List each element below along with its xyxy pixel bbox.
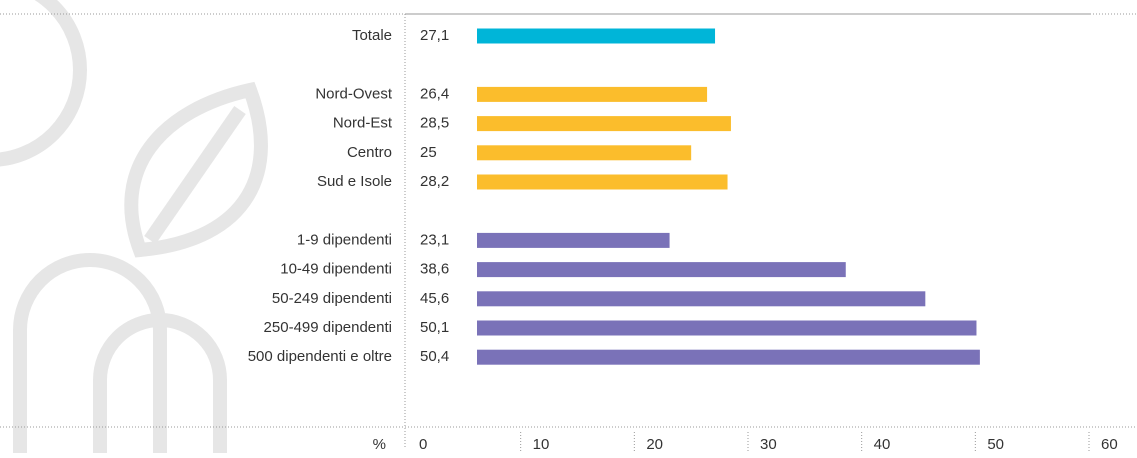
bar <box>477 350 980 365</box>
value-label: 27,1 <box>420 27 449 44</box>
x-tick-label: 50 <box>987 436 1004 453</box>
x-axis-label: % <box>373 436 386 453</box>
value-label: 23,1 <box>420 231 449 248</box>
category-label: 50-249 dipendenti <box>272 290 392 307</box>
bar <box>477 87 707 102</box>
x-tick-label: 60 <box>1101 436 1118 453</box>
category-label: Totale <box>352 27 392 44</box>
bar <box>477 233 670 248</box>
category-label: Nord-Est <box>333 115 393 132</box>
category-label: 500 dipendenti e oltre <box>248 348 392 365</box>
value-label: 50,1 <box>420 319 449 336</box>
value-label: 25 <box>420 144 437 161</box>
category-label: 250-499 dipendenti <box>264 319 392 336</box>
x-tick-label: 40 <box>874 436 891 453</box>
x-tick-label: 30 <box>760 436 777 453</box>
category-label: Centro <box>347 144 392 161</box>
category-label: Sud e Isole <box>317 173 392 190</box>
bar <box>477 145 691 160</box>
value-label: 45,6 <box>420 290 449 307</box>
x-tick-label: 0 <box>419 436 427 453</box>
bar <box>477 29 715 44</box>
category-label: 1-9 dipendenti <box>297 231 392 248</box>
bar <box>477 321 976 336</box>
value-label: 38,6 <box>420 261 449 278</box>
page: {"chart_data": { "type": "bar", "orienta… <box>0 0 1137 453</box>
x-tick-label: 10 <box>533 436 550 453</box>
bar <box>477 291 925 306</box>
value-label: 28,5 <box>420 115 449 132</box>
category-label: 10-49 dipendenti <box>280 261 392 278</box>
value-label: 50,4 <box>420 348 449 365</box>
category-label: Nord-Ovest <box>315 85 393 102</box>
bar <box>477 116 731 131</box>
chart: % 0 10 20 30 40 50 60 Totale 27,1 Nord-Ovest 26,4 N… <box>0 0 1137 453</box>
background-decoration <box>0 0 261 453</box>
value-label: 26,4 <box>420 85 449 102</box>
bar <box>477 175 728 190</box>
x-tick-label: 20 <box>646 436 663 453</box>
value-label: 28,2 <box>420 173 449 190</box>
bar <box>477 262 846 277</box>
